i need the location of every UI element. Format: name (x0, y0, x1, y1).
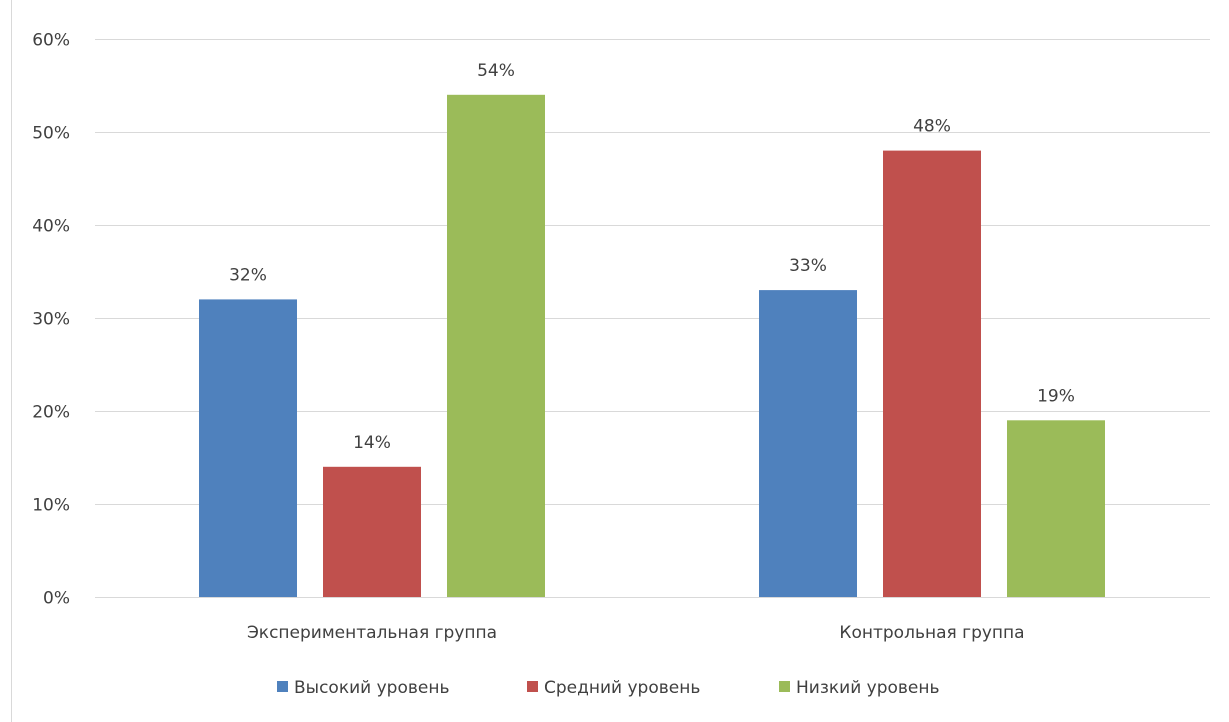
data-label-series-1-category-0: 14% (353, 433, 391, 453)
y-tick-label: 40% (32, 217, 70, 237)
data-label-series-0-category-0: 32% (229, 265, 267, 285)
data-label-series-2-category-0: 54% (477, 61, 515, 81)
y-tick-label: 60% (32, 31, 70, 51)
bars (199, 94, 1105, 598)
legend-swatch-2 (779, 681, 790, 692)
x-category-label: Экспериментальная группа (247, 623, 497, 643)
data-label-series-2-category-1: 19% (1037, 386, 1075, 406)
legend-swatch-1 (527, 681, 538, 692)
y-tick-label: 50% (32, 124, 70, 144)
legend-label-1: Средний уровень (544, 678, 700, 698)
chart-frame-left-edge (11, 0, 12, 722)
legend-label-2: Низкий уровень (796, 678, 940, 698)
data-label-series-0-category-1: 33% (789, 256, 827, 276)
y-tick-label: 10% (32, 496, 70, 516)
bar-series-0-category-1 (759, 290, 857, 597)
data-labels: 32% 33% 14% 48% 54% 19% (229, 61, 1075, 453)
x-axis-category-labels: Экспериментальная группа Контрольная груп… (247, 623, 1025, 643)
y-tick-label: 0% (43, 589, 70, 609)
y-tick-label: 30% (32, 310, 70, 330)
bar-series-1-category-0 (323, 466, 421, 597)
data-label-series-1-category-1: 48% (913, 117, 951, 137)
legend-label-0: Высокий уровень (294, 678, 449, 698)
bar-series-1-category-1 (883, 150, 981, 597)
x-category-label: Контрольная группа (839, 623, 1024, 643)
y-axis-tick-labels: 0% 10% 20% 30% 40% 50% 60% (32, 31, 70, 609)
bar-series-2-category-0 (447, 94, 545, 598)
legend: Высокий уровень Средний уровень Низкий уро… (277, 678, 940, 698)
legend-swatch-0 (277, 681, 288, 692)
bar-series-2-category-1 (1007, 420, 1105, 597)
bar-series-0-category-0 (199, 299, 297, 597)
y-tick-label: 20% (32, 403, 70, 423)
